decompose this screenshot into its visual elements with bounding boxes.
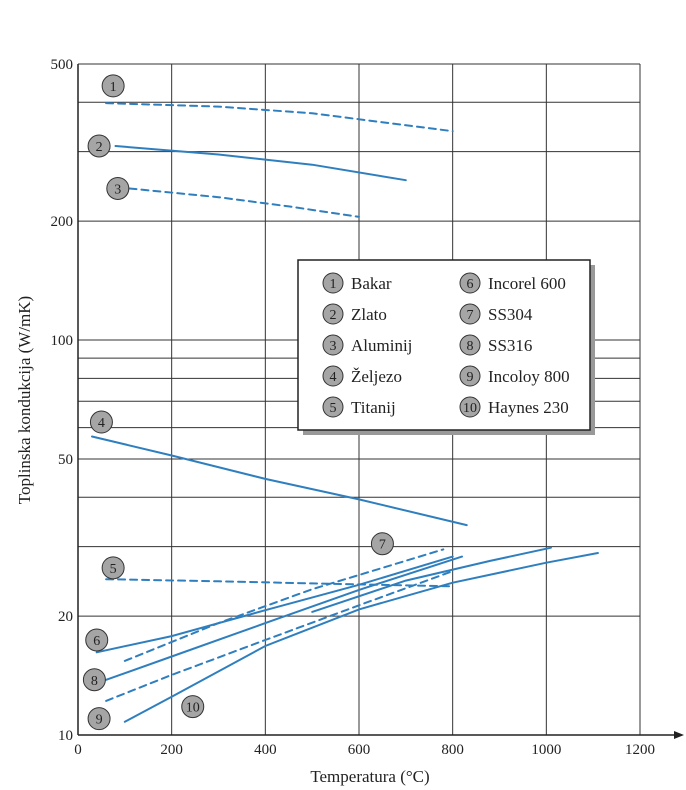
series-line-10 bbox=[123, 552, 599, 723]
y-axis-label: Toplinska kondukcija (W/mK) bbox=[15, 296, 34, 504]
legend-entry-7: SS304 bbox=[488, 305, 533, 324]
y-axis-ticks: 10 20 50 100 200 500 bbox=[51, 57, 74, 744]
series-marker-label-6: 6 bbox=[93, 634, 100, 649]
legend-marker-label-1: 1 bbox=[330, 277, 337, 292]
legend-marker-label-3: 3 bbox=[330, 339, 337, 354]
y-tick-label: 100 bbox=[51, 333, 74, 349]
legend: 1 Bakar 2 Zlato 3 Aluminij 4 Željezo 5 Titanij 6 In… bbox=[297, 259, 595, 435]
legend-marker-label-4: 4 bbox=[330, 370, 337, 385]
x-tick-label: 800 bbox=[441, 742, 464, 758]
legend-marker-label-10: 10 bbox=[463, 401, 477, 416]
series-marker-label-1: 1 bbox=[110, 80, 117, 95]
series-marker-label-8: 8 bbox=[91, 674, 98, 689]
series-marker-3 bbox=[106, 176, 130, 200]
legend-marker-label-2: 2 bbox=[330, 308, 337, 323]
series-marker-2 bbox=[87, 134, 111, 158]
series-line-8 bbox=[105, 555, 463, 681]
x-tick-label: 200 bbox=[160, 742, 183, 758]
series-marker-label-10: 10 bbox=[186, 701, 200, 716]
legend-marker-4 bbox=[322, 365, 344, 387]
series-marker-8 bbox=[82, 668, 106, 692]
series-line-6 bbox=[95, 555, 454, 654]
series-marker-label-7: 7 bbox=[379, 538, 386, 553]
legend-entry-5: Titanij bbox=[351, 398, 396, 417]
legend-entry-6: Incorel 600 bbox=[488, 274, 566, 293]
series-marker-label-2: 2 bbox=[96, 140, 103, 155]
series-marker-5 bbox=[101, 556, 125, 580]
legend-entry-3: Aluminij bbox=[351, 336, 412, 355]
legend-entry-1: Bakar bbox=[351, 274, 392, 293]
series-line-9 bbox=[105, 570, 454, 702]
legend-entry-2: Zlato bbox=[351, 305, 387, 324]
series-marker-1 bbox=[101, 74, 125, 98]
legend-marker-label-6: 6 bbox=[467, 277, 474, 292]
series-line-1 bbox=[105, 102, 454, 133]
legend-entry-9: Incoloy 800 bbox=[488, 367, 570, 386]
series-line-4 bbox=[91, 435, 468, 527]
x-tick-label: 600 bbox=[348, 742, 371, 758]
series-marker-6 bbox=[85, 628, 109, 652]
series-marker-7 bbox=[370, 532, 394, 556]
series-line-5 bbox=[105, 578, 454, 588]
series-marker-10 bbox=[181, 695, 205, 719]
series-line-3 bbox=[128, 187, 360, 218]
legend-marker-9 bbox=[459, 365, 481, 387]
legend-entry-4: Željezo bbox=[351, 367, 402, 386]
series-marker-4 bbox=[89, 410, 113, 434]
legend-marker-3 bbox=[322, 334, 344, 356]
y-tick-label: 50 bbox=[58, 452, 73, 468]
legend-marker-6 bbox=[459, 272, 481, 294]
legend-marker-5 bbox=[322, 396, 344, 418]
y-tick-label: 200 bbox=[51, 214, 74, 230]
series-line-2 bbox=[114, 145, 407, 182]
legend-entry-10: Haynes 230 bbox=[488, 398, 569, 417]
x-tick-label: 400 bbox=[254, 742, 277, 758]
legend-box bbox=[297, 259, 591, 431]
series-line-7 bbox=[123, 548, 445, 662]
legend-marker-label-9: 9 bbox=[467, 370, 474, 385]
series-marker-label-9: 9 bbox=[96, 713, 103, 728]
series-marker-label-3: 3 bbox=[114, 182, 121, 197]
legend-marker-1 bbox=[322, 272, 344, 294]
y-tick-label: 500 bbox=[51, 57, 74, 73]
y-tick-label: 20 bbox=[58, 609, 73, 625]
series-line-extra-10 bbox=[311, 546, 552, 613]
x-tick-label: 0 bbox=[74, 742, 82, 758]
series-marker-label-4: 4 bbox=[98, 416, 105, 431]
legend-marker-label-7: 7 bbox=[467, 308, 474, 323]
legend-marker-label-5: 5 bbox=[330, 401, 337, 416]
legend-items: 1 Bakar 2 Zlato 3 Aluminij 4 Željezo 5 Titanij 6 In… bbox=[322, 272, 570, 418]
legend-marker-7 bbox=[459, 303, 481, 325]
legend-marker-label-8: 8 bbox=[467, 339, 474, 354]
series-marker-label-5: 5 bbox=[110, 562, 117, 577]
y-tick-label: 10 bbox=[58, 728, 73, 744]
series-marker-9 bbox=[87, 707, 111, 731]
x-axis-label: Temperatura (°C) bbox=[310, 767, 429, 786]
x-axis-arrow bbox=[674, 731, 684, 739]
legend-marker-2 bbox=[322, 303, 344, 325]
series-layer bbox=[91, 102, 599, 723]
series-markers: 1 2 3 4 5 6 7 8 9 10 bbox=[82, 74, 394, 731]
x-axis-ticks: 0 200 400 600 800 1000 1200 bbox=[74, 742, 655, 758]
x-tick-label: 1200 bbox=[625, 742, 655, 758]
x-tick-label: 1000 bbox=[531, 742, 561, 758]
legend-entry-8: SS316 bbox=[488, 336, 532, 355]
legend-marker-8 bbox=[459, 334, 481, 356]
legend-marker-10 bbox=[459, 396, 481, 418]
